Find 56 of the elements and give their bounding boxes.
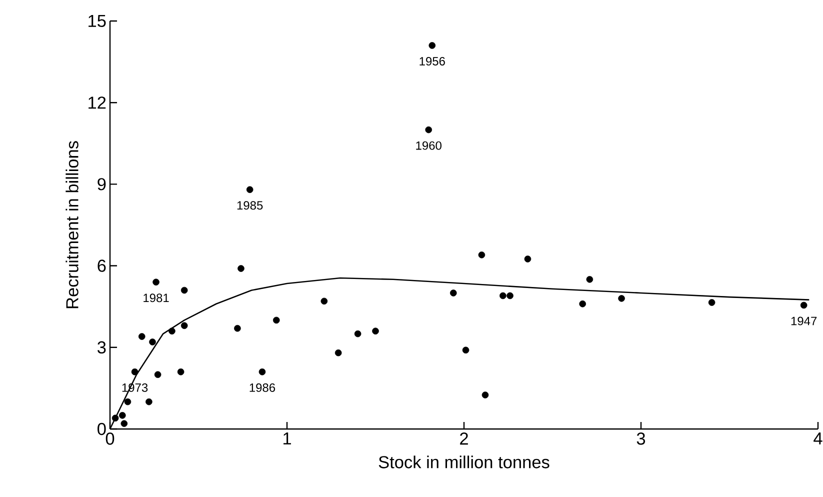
x-tick-label: 2 xyxy=(460,432,468,445)
point xyxy=(177,368,184,376)
point xyxy=(425,126,432,134)
y-tick-label: 6 xyxy=(98,260,106,272)
point xyxy=(131,368,138,376)
point xyxy=(482,392,489,398)
point xyxy=(124,398,132,406)
point xyxy=(168,328,176,334)
annotation: 1986 xyxy=(250,383,276,392)
point xyxy=(146,398,152,406)
point xyxy=(152,278,160,286)
x-tick-label: 0 xyxy=(106,432,114,445)
point xyxy=(579,300,586,308)
annotation: 1985 xyxy=(237,201,263,210)
annotation: 1981 xyxy=(144,294,169,302)
y-tick-label: 3 xyxy=(98,341,106,354)
y-tick-label: 12 xyxy=(88,96,106,109)
point xyxy=(524,256,532,262)
point xyxy=(120,420,128,427)
point xyxy=(112,414,119,422)
annotation: 1947 xyxy=(791,316,817,326)
point xyxy=(180,322,188,330)
point xyxy=(238,265,244,272)
annotation: 1956 xyxy=(420,57,445,66)
point xyxy=(708,299,716,306)
x-tick-label: 3 xyxy=(636,432,646,445)
point xyxy=(428,42,436,49)
x-tick-label: 1 xyxy=(284,432,291,444)
point xyxy=(258,368,266,376)
point xyxy=(118,412,126,419)
point xyxy=(618,295,625,302)
point xyxy=(506,292,514,300)
point xyxy=(372,328,379,334)
y-tick-label: 9 xyxy=(98,178,106,190)
point xyxy=(462,346,470,354)
y-tick-label: 15 xyxy=(88,14,106,28)
point xyxy=(154,371,162,378)
point xyxy=(272,316,280,324)
point xyxy=(500,292,506,300)
x-axis-title: Stock in million tonnes xyxy=(378,456,550,468)
point xyxy=(320,298,328,305)
y-tick-label: 0 xyxy=(98,422,106,436)
x-tick-label: 4 xyxy=(814,432,822,444)
point xyxy=(138,333,146,340)
point xyxy=(586,276,594,283)
y-axis-title: Recruitment in billions xyxy=(66,141,78,308)
point xyxy=(234,324,241,332)
point xyxy=(478,252,486,258)
point xyxy=(354,330,362,338)
point xyxy=(334,349,342,356)
annotation: 1960 xyxy=(416,141,442,150)
point xyxy=(180,286,188,294)
point xyxy=(246,186,254,194)
point xyxy=(149,338,156,346)
point xyxy=(800,302,808,309)
point xyxy=(450,290,457,296)
